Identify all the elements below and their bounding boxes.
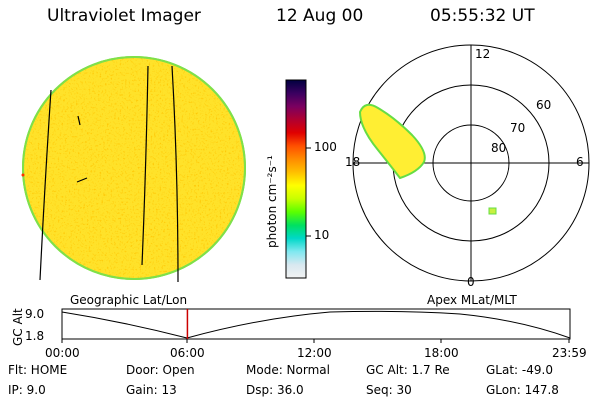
- timeline-xtick-4: 23:59: [552, 346, 587, 360]
- auroral-oval-image: [358, 103, 497, 215]
- status-flight: Flt: HOME: [8, 363, 68, 377]
- lat-label-70: 70: [510, 121, 526, 135]
- mlt-label-0: 0: [467, 275, 475, 289]
- apex-projection-label: Apex MLat/MLT: [427, 293, 517, 307]
- status-mode: Mode: Normal: [246, 363, 330, 377]
- timeline-xtick-1: 06:00: [170, 346, 205, 360]
- date-label: 12 Aug 00: [276, 6, 364, 26]
- colorbar-tick-10: 10: [314, 228, 330, 242]
- lat-label-60: 60: [536, 98, 552, 112]
- status-dsp: Dsp: 36.0: [246, 383, 304, 397]
- lat-label-80: 80: [491, 141, 507, 155]
- status-glat: GLat: -49.0: [486, 363, 553, 377]
- timeline-axis-label: GC Alt: [11, 308, 25, 346]
- status-gain: Gain: 13: [126, 383, 177, 397]
- timeline-ytick-max: 9.0: [25, 307, 45, 321]
- status-glon: GLon: 147.8: [486, 383, 559, 397]
- colorbar-unit-label: photon cm⁻²s⁻¹: [265, 155, 279, 248]
- orbit-altitude-timeline: [61, 308, 571, 343]
- status-seq: Seq: 30: [366, 383, 412, 397]
- status-gc-alt: GC Alt: 1.7 Re: [366, 363, 450, 377]
- status-door: Door: Open: [126, 363, 195, 377]
- colorbar-tick-100: 100: [314, 140, 337, 154]
- polar-plot: [352, 44, 590, 282]
- time-label: 05:55:32 UT: [430, 6, 535, 26]
- timeline-xtick-0: 00:00: [45, 346, 80, 360]
- timeline-xtick-3: 18:00: [424, 346, 459, 360]
- longitude-lines: [39, 65, 179, 283]
- mlt-label-18: 18: [345, 155, 361, 169]
- earth-disk-image: [21, 56, 246, 283]
- color-scale-bar: [285, 79, 311, 279]
- geographic-projection-label: Geographic Lat/Lon: [70, 293, 188, 307]
- mlt-label-6: 6: [576, 155, 584, 169]
- mlt-label-12: 12: [475, 47, 491, 61]
- status-ip: IP: 9.0: [8, 383, 46, 397]
- timeline-ytick-min: 1.8: [25, 329, 45, 343]
- timeline-xtick-2: 12:00: [297, 346, 332, 360]
- app-title: Ultraviolet Imager: [47, 6, 201, 26]
